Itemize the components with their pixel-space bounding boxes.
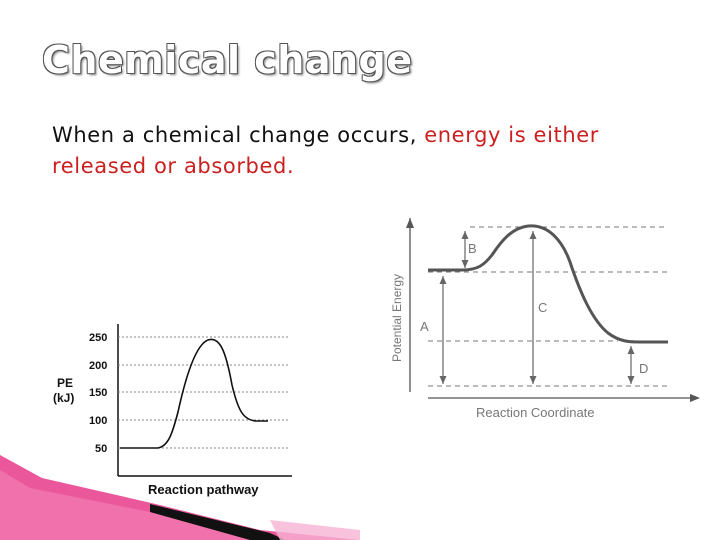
arrow-c-head-top xyxy=(529,231,537,239)
arrow-d-head-bottom xyxy=(627,376,635,384)
arrow-c-head-bottom xyxy=(529,376,537,384)
left-energy-curve xyxy=(120,338,268,449)
left-y-axis-label-pe: PE xyxy=(57,376,73,390)
label-a: A xyxy=(420,319,429,334)
arrow-a-head-bottom xyxy=(439,376,447,384)
right-energy-curve xyxy=(428,224,668,344)
slide-title: Chemical change xyxy=(42,38,413,82)
tick-label-100: 100 xyxy=(89,415,107,427)
body-text-plain: When a chemical change occurs, xyxy=(52,123,425,147)
arrow-b-head-bottom xyxy=(461,260,469,268)
slide-body-text: When a chemical change occurs, energy is… xyxy=(52,120,652,182)
decorative-corner-strip xyxy=(0,455,360,540)
right-x-axis-arrow xyxy=(690,394,700,402)
tick-label-50: 50 xyxy=(95,443,107,455)
arrow-d-head-top xyxy=(627,346,635,354)
arrow-a-head-top xyxy=(439,276,447,284)
tick-label-200: 200 xyxy=(89,360,107,372)
right-y-axis-arrow xyxy=(406,218,414,228)
tick-label-250: 250 xyxy=(89,332,107,344)
body-text-highlight: energy is either released or absorbed. xyxy=(52,123,599,178)
tick-label-150: 150 xyxy=(89,387,107,399)
right-y-axis-label: Potential Energy xyxy=(390,274,404,362)
left-x-axis-label: Reaction pathway xyxy=(148,482,259,497)
label-d: D xyxy=(639,361,648,376)
right-x-axis-label: Reaction Coordinate xyxy=(476,405,595,420)
right-energy-diagram: Potential Energy Reaction Coordinate A B… xyxy=(390,218,700,420)
label-b: B xyxy=(468,241,477,256)
label-c: C xyxy=(538,300,547,315)
left-y-axis-label-unit: (kJ) xyxy=(53,391,74,405)
arrow-b-head-top xyxy=(461,231,469,239)
left-energy-diagram: 250 200 150 100 50 PE (kJ) Reaction path… xyxy=(53,324,292,497)
